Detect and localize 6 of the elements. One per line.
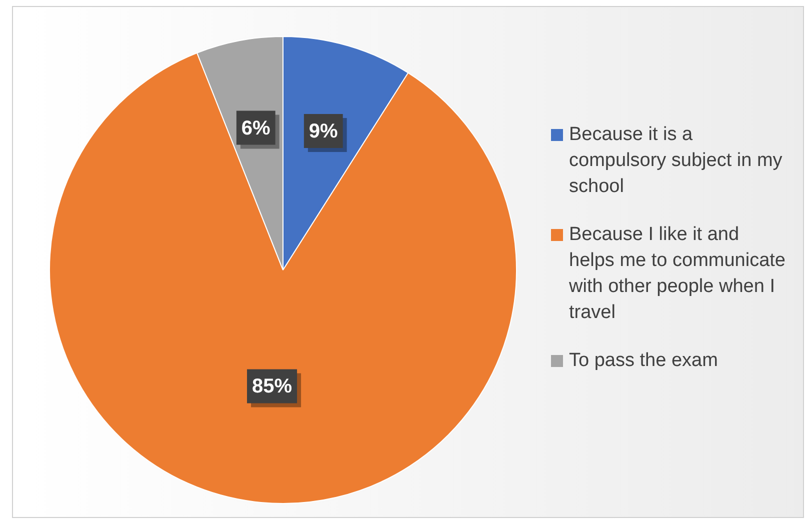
data-label: 6% xyxy=(241,117,271,140)
legend-label: To pass the exam xyxy=(569,349,718,373)
legend-label: Because it is a compulsory subject in my school xyxy=(569,123,784,199)
data-label: 9% xyxy=(308,120,338,142)
data-label: 85% xyxy=(252,376,292,398)
slice-label: Because I like it and helps me to communicate with other people when I travel xyxy=(569,223,786,325)
